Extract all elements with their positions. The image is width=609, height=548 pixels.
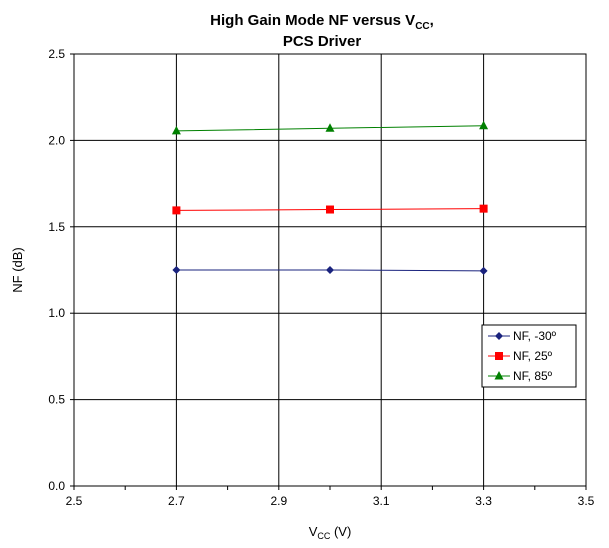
x-tick-label: 2.5 [66,494,83,508]
data-point [172,206,181,215]
legend-marker [494,371,504,380]
data-point [479,120,489,130]
y-tick-label: 1.0 [48,306,65,320]
x-tick-label: 3.3 [475,494,492,508]
x-tick-label: 3.5 [578,494,595,508]
legend-marker [495,352,503,360]
data-point [172,266,181,274]
x-tick-label: 3.1 [373,494,390,508]
x-axis-ticks: 2.5 2.7 2.9 3.1 3.3 3.5 [66,486,595,508]
x-axis-label: VCC (V) [309,524,352,541]
y-tick-label: 1.5 [48,220,65,234]
data-point [479,204,488,213]
y-tick-label: 2.0 [48,133,65,147]
series-3 [171,120,489,135]
data-point [325,123,335,132]
legend-item: NF, -30º [488,329,557,343]
legend-marker [495,332,503,340]
chart-title-line1: High Gain Mode NF versus VCC, [210,12,434,32]
y-tick-label: 2.5 [48,47,65,61]
y-axis-ticks: 0.0 0.5 1.0 1.5 2.0 2.5 [48,47,74,493]
data-point [171,125,181,135]
legend-item: NF, 85º [488,369,553,383]
y-tick-label: 0.5 [48,393,65,407]
series-group [171,120,489,275]
chart-title-line2: PCS Driver [283,33,362,50]
legend-label: NF, 85º [513,369,553,383]
legend-item: NF, 25º [488,349,553,363]
legend: NF, -30º NF, 25º NF, 85º [481,324,577,388]
series-1 [172,266,488,275]
data-point [326,205,334,214]
series-2 [172,204,488,215]
legend-label: NF, 25º [513,349,553,363]
y-axis-label: NF (dB) [10,247,25,293]
y-tick-label: 0.0 [48,479,65,493]
legend-label: NF, -30º [513,329,557,343]
data-point [326,266,334,274]
data-point [479,266,488,275]
x-tick-label: 2.7 [168,494,185,508]
x-tick-label: 2.9 [270,494,287,508]
